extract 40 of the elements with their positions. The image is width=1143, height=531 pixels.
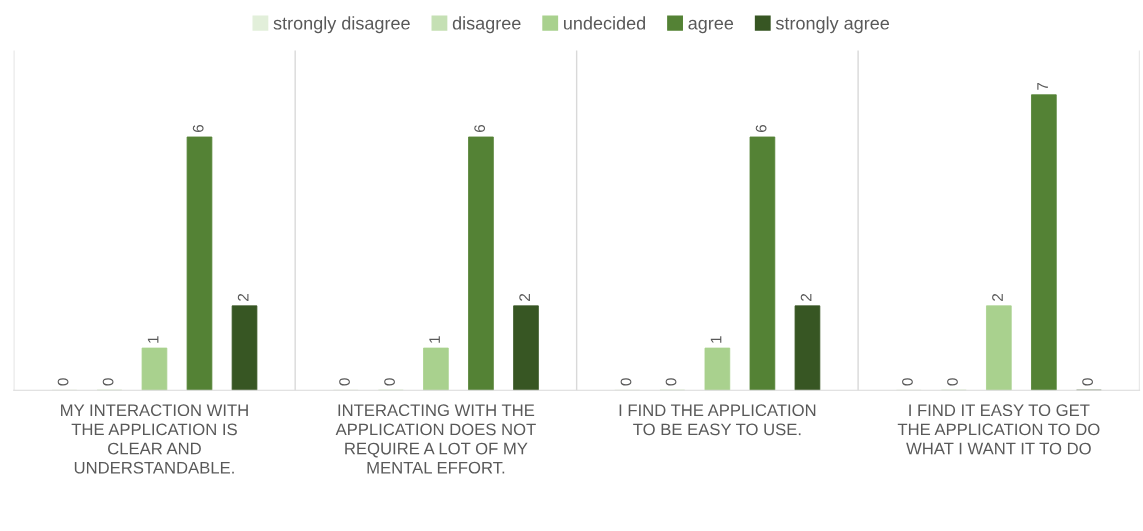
x-tick-label: MY INTERACTION WITH THE APPLICATION IS CLEAR AND UNDERSTANDABLE. (61, 404, 248, 474)
bar (513, 305, 539, 391)
data-label: 1 (429, 336, 440, 343)
bar (986, 305, 1012, 391)
bar (794, 305, 821, 391)
data-label: 0 (665, 378, 677, 386)
data-label: 0 (620, 378, 632, 386)
legend-label: agree (688, 19, 734, 34)
bar (231, 305, 258, 391)
data-label: 0 (1082, 378, 1094, 386)
data-label: 2 (237, 293, 249, 301)
bar (141, 347, 168, 391)
x-tick-label: I FIND THE APPLICATION TO BE EASY TO USE. (619, 404, 816, 436)
data-label: 6 (192, 125, 204, 133)
x-tick-label: INTERACTING WITH THE APPLICATION DOES NOT REQUIRE A LOT OF MY MENTAL EFFORT. (335, 404, 536, 474)
bar (423, 347, 449, 391)
data-label: 6 (474, 125, 486, 133)
data-label: 0 (102, 378, 114, 386)
legend-label: disagree (452, 16, 521, 34)
data-label: 2 (519, 293, 530, 301)
data-label: 0 (902, 378, 913, 386)
data-label: 1 (710, 336, 722, 343)
bar (749, 136, 776, 391)
bar (1031, 94, 1057, 391)
data-label: 2 (992, 293, 1003, 301)
data-label: 0 (384, 378, 395, 386)
data-label: 2 (800, 293, 812, 301)
data-label: 0 (947, 378, 958, 386)
data-label: 0 (57, 378, 69, 386)
data-label: 7 (1037, 82, 1048, 90)
legend-label: strongly agree (775, 16, 890, 34)
data-label: 0 (339, 378, 350, 386)
bar (186, 136, 213, 391)
bar (704, 347, 731, 391)
x-tick-label: I FIND IT EASY TO GET THE APPLICATION TO DO WHAT I WANT IT TO DO (897, 404, 1100, 455)
bar (468, 136, 494, 391)
legend-label: strongly disagree (273, 16, 410, 34)
data-label: 1 (147, 336, 159, 343)
legend-label: undecided (564, 16, 646, 30)
data-label: 6 (755, 125, 767, 133)
